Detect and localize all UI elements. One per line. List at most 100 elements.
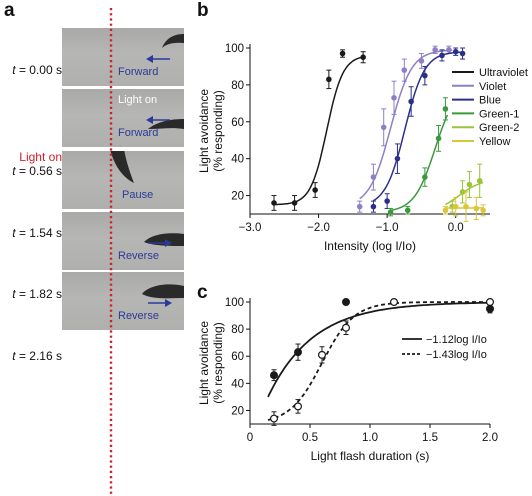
data-point — [342, 323, 351, 332]
data-point — [370, 203, 377, 210]
y-tick-label: 20 — [231, 191, 244, 203]
data-point — [446, 47, 452, 53]
frame-direction-caption: Reverse — [118, 310, 159, 322]
data-point — [291, 200, 298, 206]
data-point — [384, 198, 390, 204]
arrow-right-icon — [148, 299, 172, 307]
legend-label: Green-1 — [479, 108, 519, 120]
data-point — [473, 205, 480, 212]
frame-direction-caption: Pause — [122, 189, 154, 201]
worm-silhouette — [162, 34, 184, 48]
frame-direction-caption: Forward — [118, 127, 159, 139]
y-axis-label: Light avoidance(% responding) — [197, 89, 225, 173]
frame-time-label: t = 1.82 s — [12, 287, 62, 301]
data-point — [370, 174, 377, 180]
data-point — [294, 348, 303, 357]
x-axis-label: Intensity (log I/Io) — [324, 239, 416, 253]
data-point — [318, 350, 327, 359]
y-tick-label: 100 — [225, 43, 244, 55]
data-point — [391, 95, 397, 101]
y-tick-label: 60 — [231, 117, 244, 129]
panel-a-letter: a — [4, 0, 15, 21]
data-point — [270, 371, 279, 380]
worm-silhouette — [110, 151, 134, 183]
y-tick-label: 20 — [231, 405, 244, 417]
data-point — [459, 50, 466, 57]
series-curve — [267, 301, 491, 398]
video-frame: Forward — [62, 28, 184, 86]
x-axis-label: Light flash duration (s) — [311, 449, 430, 463]
frame-light-caption: Light on — [118, 94, 158, 106]
data-point — [270, 414, 279, 423]
data-point — [422, 174, 428, 180]
frame-time-label: t = 1.54 s — [12, 226, 62, 240]
legend-label: Ultraviolet — [479, 67, 528, 79]
arrow-right-icon — [148, 239, 172, 247]
legend-label: −1.43log I/Io — [426, 349, 487, 361]
y-tick-label: 60 — [231, 351, 244, 363]
data-point — [342, 298, 351, 307]
data-point — [439, 52, 445, 59]
frame-time-label: t = 0.56 s — [12, 164, 62, 178]
data-point — [339, 50, 346, 57]
data-point — [356, 203, 363, 210]
series-curve — [372, 51, 463, 202]
x-tick-label: 1.5 — [422, 432, 438, 444]
legend-label: Green-2 — [479, 122, 519, 134]
legend-label: Yellow — [479, 136, 510, 148]
data-point — [326, 76, 332, 83]
data-point — [452, 48, 459, 55]
data-point — [271, 200, 277, 206]
data-point — [463, 203, 469, 210]
data-point — [387, 209, 394, 215]
data-point — [422, 72, 428, 79]
data-point — [394, 155, 401, 162]
data-point — [486, 298, 495, 307]
data-point — [401, 67, 408, 73]
arrow-left-icon — [146, 55, 170, 63]
video-frame: Reverse — [62, 212, 184, 270]
x-tick-label: −1.0 — [376, 222, 399, 234]
frame-time-label: t = 0.00 s — [12, 63, 62, 77]
frame-direction-caption: Forward — [118, 66, 159, 78]
x-tick-label: 0 — [247, 432, 253, 444]
data-point — [452, 203, 459, 210]
data-point — [294, 402, 303, 411]
y-tick-label: 80 — [231, 80, 244, 92]
x-tick-label: 2.0 — [482, 432, 498, 444]
arrow-left-icon — [146, 116, 170, 124]
y-tick-label: 100 — [225, 297, 244, 309]
y-axis-label: Light avoidance(% responding) — [197, 321, 225, 405]
video-frame: Light on Forward — [62, 89, 184, 147]
data-point — [360, 54, 366, 61]
x-tick-label: 1.0 — [362, 432, 378, 444]
video-frame: Pause — [62, 151, 184, 209]
frame-time-label: t = 2.16 s — [12, 349, 62, 363]
x-tick-label: 0.0 — [448, 222, 464, 234]
x-tick-label: 0.5 — [302, 432, 318, 444]
data-point — [480, 207, 486, 214]
video-frame: Reverse — [62, 272, 184, 330]
data-point — [466, 181, 473, 188]
frame-direction-caption: Reverse — [118, 250, 159, 262]
data-point — [432, 47, 438, 53]
series-curve — [273, 56, 364, 206]
worm-silhouette — [142, 284, 184, 299]
data-point — [408, 98, 414, 105]
data-point — [312, 187, 318, 193]
data-point — [476, 178, 483, 184]
x-tick-label: −2.0 — [307, 222, 330, 234]
panel-b-letter: b — [197, 0, 209, 21]
y-tick-label: 40 — [231, 154, 244, 166]
legend-label: −1.12log I/Io — [426, 334, 487, 346]
legend-label: Violet — [479, 81, 506, 93]
data-point — [435, 135, 442, 142]
data-point — [404, 207, 411, 214]
data-point — [418, 58, 425, 64]
panel-c-letter: c — [197, 282, 208, 303]
legend-label: Blue — [479, 95, 501, 107]
light-on-annotation: Light on — [19, 150, 62, 164]
x-tick-label: −3.0 — [239, 222, 262, 234]
data-point — [442, 106, 449, 112]
